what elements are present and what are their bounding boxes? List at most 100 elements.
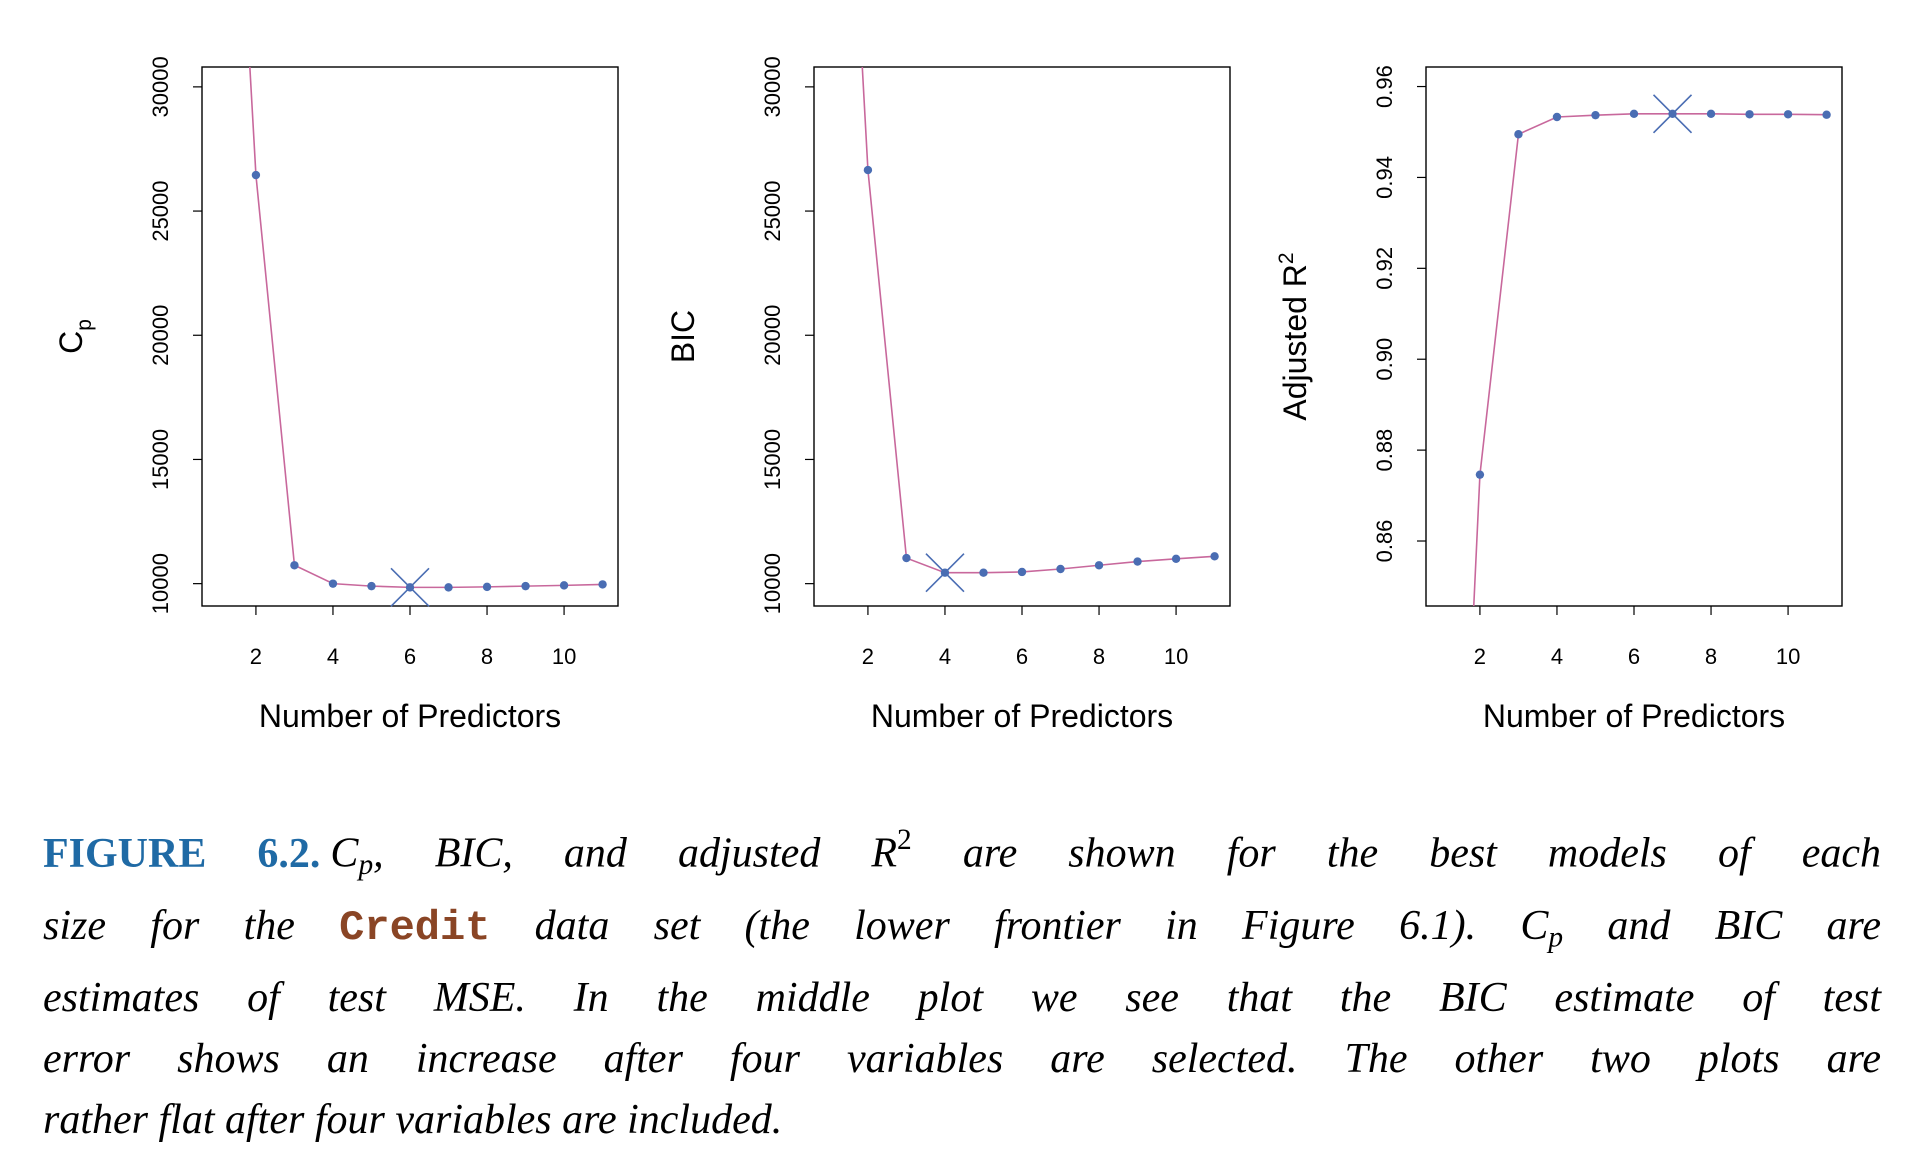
point <box>251 170 261 180</box>
line <box>249 67 603 589</box>
point <box>1514 130 1523 139</box>
x-axis-label: Number of Predictors <box>871 698 1173 734</box>
x-tick-label: 6 <box>1016 644 1028 669</box>
point <box>863 165 873 175</box>
x-tick-label: 10 <box>1164 644 1188 669</box>
y-axis-label-text: Adjusted R <box>1277 264 1313 421</box>
caption-italic: estimates of test MSE. In the middle plo… <box>43 975 1881 1022</box>
point <box>902 553 911 563</box>
point <box>1094 561 1104 570</box>
caption-label: FIGURE 6.2. <box>43 830 321 877</box>
y-axis-label: Cp <box>53 319 96 354</box>
plot-frame <box>813 66 1231 607</box>
x-tick-label: 10 <box>552 644 576 669</box>
x-tick-label: 8 <box>1705 644 1717 669</box>
y-tick-label: 30000 <box>148 56 173 117</box>
x-tick-label: 6 <box>1628 644 1640 669</box>
y-tick-label: 10000 <box>760 553 785 614</box>
caption-italic: C <box>330 830 359 877</box>
y-tick-label: 30000 <box>760 56 785 117</box>
y-tick-label: 0.90 <box>1372 338 1397 381</box>
caption-italic: error shows an increase after four varia… <box>43 1036 1881 1083</box>
caption: FIGURE 6.2. Cp, BIC, and adjusted R2 are … <box>43 810 1881 1151</box>
best-marker-stroke <box>1652 94 1693 134</box>
best-marker <box>1652 94 1693 134</box>
y-axis-label-text: C <box>53 331 89 354</box>
caption-italic: are shown for the best models of each <box>911 830 1881 877</box>
panel: 2 4 6 8 10 0.86 0.88 0.90 0.92 0.94 0.96 Number of … <box>1275 65 1843 734</box>
point <box>1056 564 1065 574</box>
y-tick-label: 20000 <box>148 305 173 366</box>
caption-italic: data set (the lower frontier in Figure 6… <box>490 902 1549 949</box>
caption-code: Credit <box>339 903 491 952</box>
point <box>1552 112 1562 122</box>
x-tick-label: 10 <box>1776 644 1800 669</box>
point <box>1133 557 1142 566</box>
best-marker-stroke <box>925 553 965 593</box>
point <box>1822 110 1831 119</box>
plot-frame <box>1425 66 1843 607</box>
point <box>598 580 607 589</box>
y-tick-label: 10000 <box>148 553 173 614</box>
point <box>521 581 530 591</box>
x-tick-label: 4 <box>1551 644 1563 669</box>
plot-frame <box>201 66 619 607</box>
point <box>979 568 988 577</box>
point <box>290 561 299 570</box>
y-axis-label: BIC <box>665 310 701 363</box>
charts: 2 4 6 8 10 10000 15000 20000 25000 30000 Number of… <box>53 56 1843 734</box>
x-tick-label: 2 <box>250 644 262 669</box>
caption-line: estimates of test MSE. In the middle plo… <box>43 968 1881 1029</box>
y-tick-label: 0.86 <box>1372 520 1397 563</box>
line <box>1472 113 1827 606</box>
caption-sup: 2 <box>897 824 912 856</box>
y-tick-label: 15000 <box>760 429 785 490</box>
y-tick-label: 20000 <box>760 305 785 366</box>
point <box>1017 567 1027 577</box>
y-tick-label: 15000 <box>148 429 173 490</box>
caption-sub: p <box>1548 921 1564 954</box>
caption-italic: size for the <box>43 902 340 949</box>
point <box>1591 110 1600 120</box>
x-axis-label: Number of Predictors <box>1483 698 1785 734</box>
plot-area <box>1472 109 1831 606</box>
y-axis-label-text: BIC <box>665 310 701 363</box>
y-tick-label: 25000 <box>148 180 173 241</box>
x-tick-label: 8 <box>481 644 493 669</box>
x-tick-label: 4 <box>327 644 339 669</box>
point <box>444 583 453 592</box>
x-tick-label: 6 <box>404 644 416 669</box>
y-tick-label: 0.96 <box>1372 65 1397 108</box>
panel: 2 4 6 8 10 10000 15000 20000 25000 30000 Number of… <box>665 56 1231 734</box>
point <box>328 579 338 588</box>
x-tick-label: 4 <box>939 644 951 669</box>
x-tick-label: 8 <box>1093 644 1105 669</box>
caption-line: size for the Credit data set (the lower … <box>43 896 1881 968</box>
y-tick-label: 0.88 <box>1372 429 1397 472</box>
point <box>1745 110 1754 119</box>
y-tick-label: 0.94 <box>1372 156 1397 199</box>
best-marker <box>390 567 430 607</box>
caption-line: rather flat after four variables are inc… <box>43 1090 1881 1151</box>
plot-area <box>861 67 1219 577</box>
panel: 2 4 6 8 10 10000 15000 20000 25000 30000 Number of… <box>53 56 619 734</box>
caption-italic: rather flat after four variables are inc… <box>43 1097 783 1144</box>
caption-italic: , BIC, and adjusted R <box>373 830 898 877</box>
point <box>1783 110 1793 119</box>
point <box>1629 109 1639 119</box>
best-marker-stroke <box>390 567 430 607</box>
point <box>559 581 569 590</box>
caption-italic: and BIC are <box>1563 902 1881 949</box>
point <box>367 581 376 591</box>
y-tick-label: 0.92 <box>1372 247 1397 290</box>
y-axis-label: Adjusted R2 <box>1275 252 1313 420</box>
point <box>1210 552 1219 561</box>
point <box>1475 470 1485 479</box>
point <box>1171 554 1181 564</box>
line <box>861 67 1215 574</box>
x-tick-label: 2 <box>862 644 874 669</box>
y-axis-label-sup: 2 <box>1275 252 1298 264</box>
plot-area <box>249 67 607 592</box>
caption-sub: p <box>358 848 374 881</box>
